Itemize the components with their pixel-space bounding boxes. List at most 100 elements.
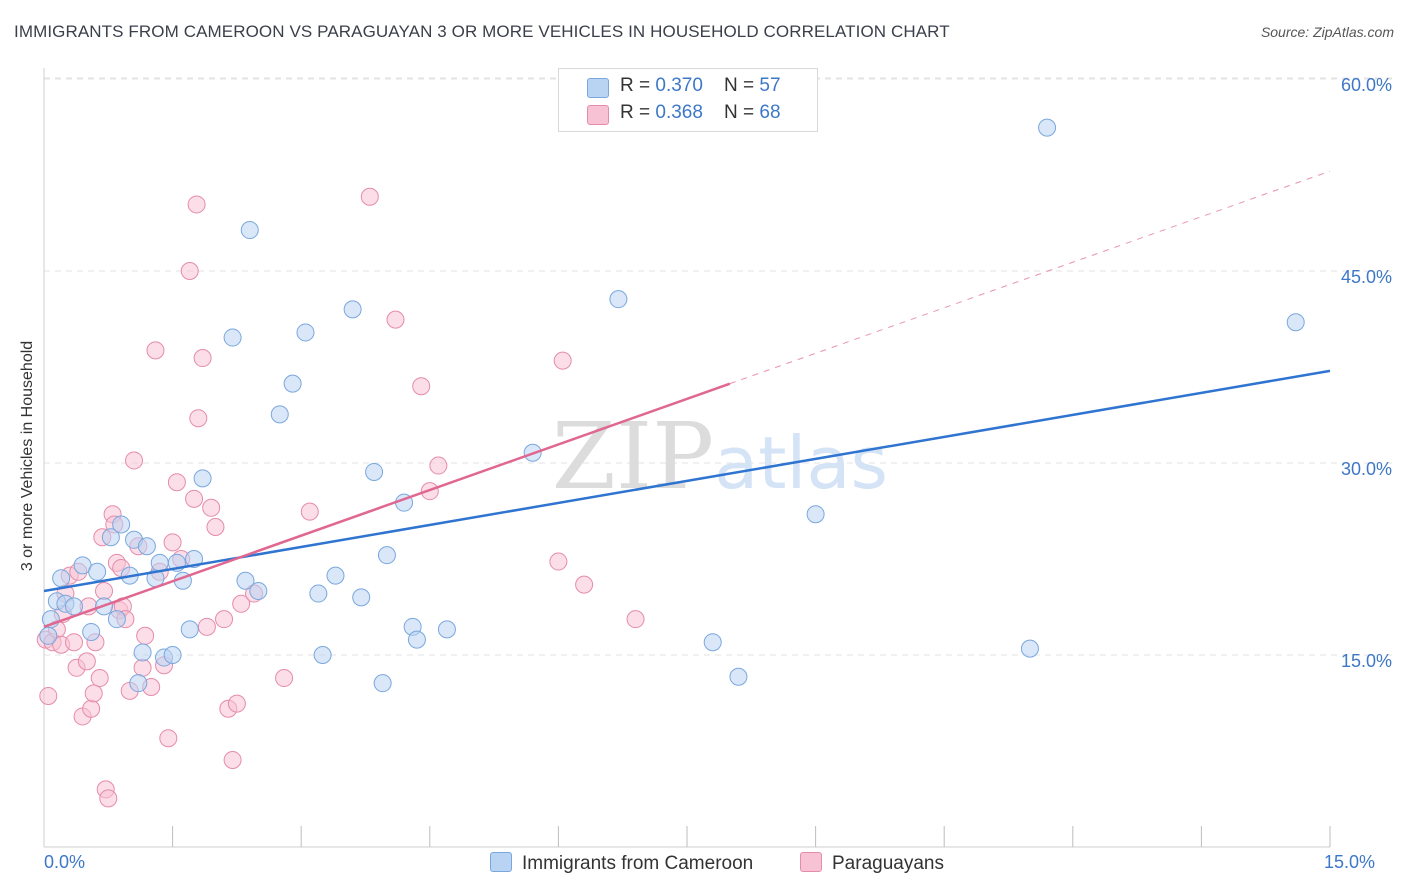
paraguay-point (223, 750, 242, 769)
paraguay-point (197, 617, 216, 636)
x-tick-label-max: 15.0% (1324, 852, 1376, 872)
paraguay-point (133, 658, 152, 677)
paraguay-point (65, 633, 84, 652)
cameroon-point (1020, 639, 1039, 658)
gridlines (44, 77, 1394, 656)
correlation-legend: R = 0.370 N = 57 R = 0.368 N = 68 (558, 68, 818, 132)
cameroon-point (313, 646, 332, 664)
legend-n-label: N = (724, 102, 760, 123)
cameroon-point (150, 553, 169, 572)
cameroon-point (163, 646, 182, 664)
paraguay-point (189, 409, 208, 428)
paraguay-point (99, 789, 118, 808)
paraguay-point (90, 669, 109, 688)
cameroon-trend-line (43, 369, 1331, 593)
cameroon-point (236, 571, 255, 590)
paraguay-point (84, 684, 103, 703)
cameroon-point (270, 405, 289, 424)
cameroon-point (729, 667, 748, 686)
cameroon-point (609, 290, 628, 309)
paraguay-point (39, 686, 58, 705)
paraguay-point (429, 456, 448, 475)
paraguay-point (193, 349, 212, 368)
chart-title: IMMIGRANTS FROM CAMEROON VS PARAGUAYAN 3… (14, 22, 950, 41)
cameroon-point (223, 328, 242, 347)
paraguay-trend-extension (729, 170, 1331, 385)
paraguay-point (232, 594, 251, 613)
paraguay-point (187, 195, 206, 214)
cameroon-point (296, 323, 315, 342)
trend-lines (43, 170, 1331, 629)
cameroon-point (180, 620, 199, 639)
paraguay-point (215, 610, 234, 629)
cameroon-point (129, 674, 148, 693)
paraguay-point (227, 694, 246, 713)
axes (43, 68, 1331, 848)
paraguay-point (167, 473, 186, 492)
y-tick-label: 45.0% (1340, 267, 1392, 287)
paraguay-point (549, 552, 568, 571)
cameroon-point (703, 633, 722, 652)
paraguay-point (136, 626, 155, 645)
cameroon-point (107, 610, 126, 629)
paraguay-point (125, 451, 144, 470)
y-tick-label: 60.0% (1340, 75, 1392, 95)
cameroon-points (39, 118, 1305, 693)
paraguay-point (163, 533, 182, 552)
paraguay-swatch (800, 852, 822, 872)
paraguay-point (202, 498, 221, 517)
paraguay-point (360, 187, 379, 206)
paraguay-point (275, 669, 294, 688)
paraguay-point (412, 377, 431, 396)
cameroon-point (52, 569, 71, 588)
cameroon-point (65, 597, 84, 616)
cameroon-swatch (587, 78, 609, 98)
cameroon-point (112, 515, 131, 534)
paraguay-point (300, 502, 319, 521)
y-tick-label: 30.0% (1340, 459, 1392, 479)
paraguay-point (386, 310, 405, 329)
bottom-legend-paraguay: Paraguayans (800, 852, 944, 875)
cameroon-point (309, 584, 328, 603)
source-credit: Source: ZipAtlas.com (1260, 24, 1394, 40)
paraguay-trend-line (43, 382, 731, 629)
paraguay-point (575, 575, 594, 594)
cameroon-point (82, 622, 101, 641)
cameroon-point (373, 674, 392, 693)
cameroon-point (283, 374, 302, 393)
cameroon-point (437, 620, 456, 639)
cameroon-point (407, 630, 426, 649)
cameroon-point (249, 582, 268, 600)
cameroon-point (1286, 313, 1305, 332)
legend-n-label: N = (724, 75, 760, 96)
legend-r-value: 0.370 (655, 75, 703, 96)
cameroon-point (193, 469, 212, 488)
cameroon-point (352, 588, 371, 607)
legend-r-label: R = (620, 75, 656, 96)
paraguay-point (159, 729, 178, 748)
cameroon-point (326, 566, 345, 585)
cameroon-swatch (490, 852, 512, 872)
paraguay-point (180, 262, 199, 280)
paraguay-point (146, 341, 165, 360)
legend-r-label: R = (620, 102, 656, 123)
watermark: ZIPatlas (552, 403, 888, 510)
legend-n-value: 68 (759, 102, 781, 123)
cameroon-point (185, 550, 204, 568)
paraguay-point (82, 699, 101, 718)
cameroon-point (137, 537, 156, 556)
paraguay-point (185, 489, 204, 508)
paraguay-point (77, 652, 96, 671)
paraguay-swatch (587, 105, 609, 125)
bottom-legend-label: Immigrants from Cameroon (522, 853, 754, 874)
bottom-legend-cameroon: Immigrants from Cameroon (490, 852, 753, 875)
cameroon-point (806, 505, 825, 524)
y-tick-label: 15.0% (1340, 651, 1392, 671)
legend-r-value: 0.368 (655, 102, 703, 123)
cameroon-point (133, 643, 152, 662)
cameroon-point (343, 300, 362, 319)
paraguay-point (206, 518, 225, 536)
cameroon-point (377, 546, 396, 565)
x-tick-label-min: 0.0% (44, 852, 86, 872)
